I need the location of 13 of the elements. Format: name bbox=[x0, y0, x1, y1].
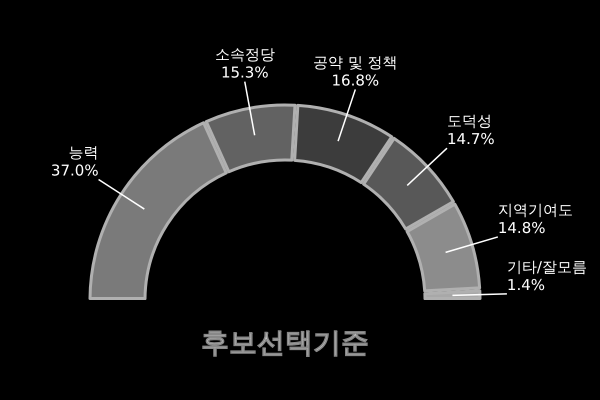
data-label: 14.7% bbox=[446, 130, 495, 148]
data-label: 16.8% bbox=[332, 71, 380, 90]
slice-label: 지역기여도 bbox=[498, 200, 573, 219]
slice-label: 공약 및 정책 bbox=[313, 53, 398, 72]
slice-label: 도덕성 bbox=[446, 112, 492, 130]
slice-label: 기타/잘모름 bbox=[506, 258, 587, 276]
text: 후보선택기준 bbox=[201, 326, 369, 359]
data-label: 1.4% bbox=[506, 276, 546, 294]
slice-label: 소속정당 bbox=[214, 46, 275, 64]
data-label: 15.3% bbox=[220, 64, 269, 82]
slice-label: 능력 bbox=[68, 143, 99, 162]
data-label: 14.8% bbox=[498, 218, 546, 237]
data-label: 37.0% bbox=[50, 161, 99, 180]
